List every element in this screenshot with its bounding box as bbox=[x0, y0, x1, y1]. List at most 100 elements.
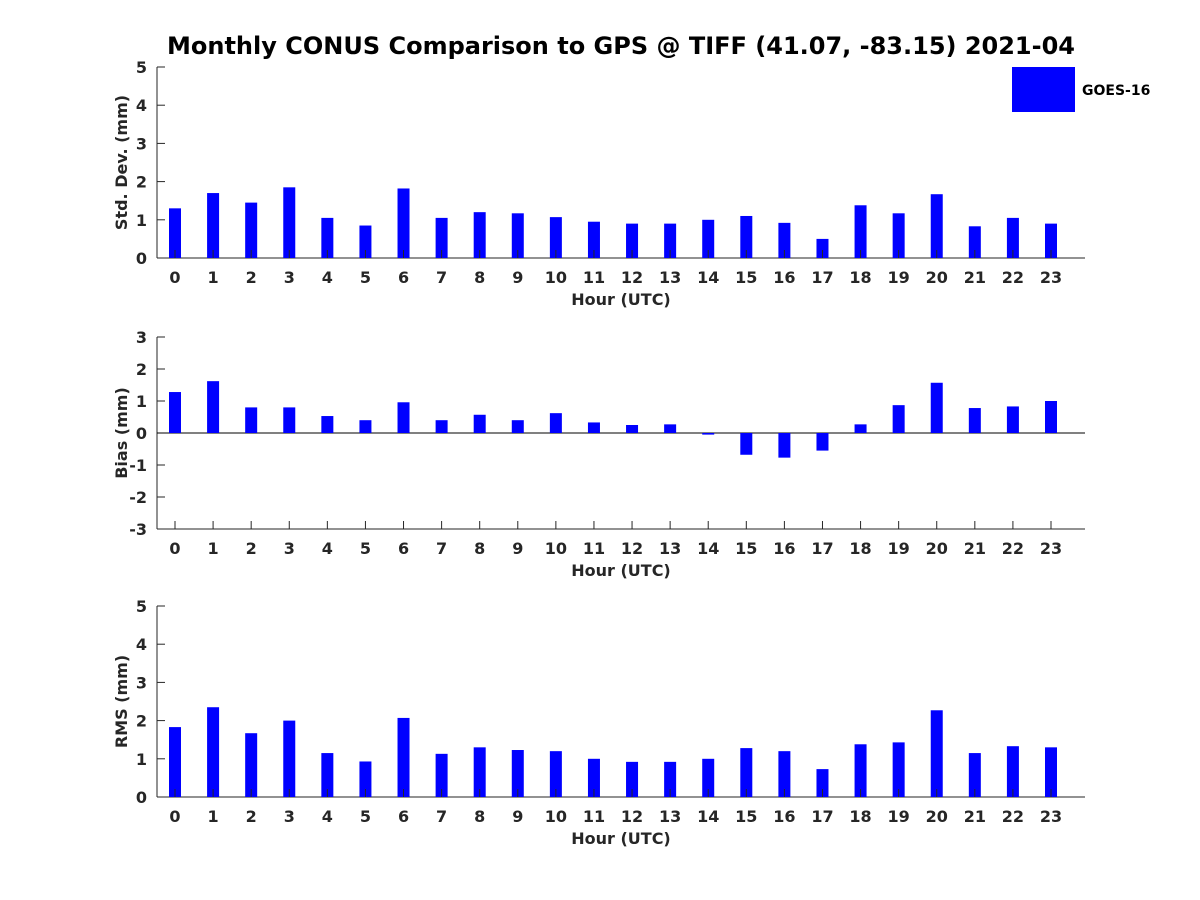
y-tick-label: 3 bbox=[136, 673, 147, 692]
figure-title: Monthly CONUS Comparison to GPS @ TIFF (… bbox=[167, 32, 1075, 60]
bar-hour-10 bbox=[549, 751, 562, 797]
x-tick-label: 8 bbox=[474, 807, 485, 826]
bar-hour-5 bbox=[359, 420, 372, 433]
bar-hour-9 bbox=[511, 750, 524, 797]
y-tick-label: 2 bbox=[136, 173, 147, 192]
bar-hour-1 bbox=[207, 707, 220, 797]
x-tick-label: 10 bbox=[545, 807, 567, 826]
bar-hour-9 bbox=[511, 420, 524, 433]
bar-hour-13 bbox=[664, 424, 677, 433]
x-tick-label: 8 bbox=[474, 268, 485, 287]
x-tick-label: 2 bbox=[246, 268, 257, 287]
bar-hour-5 bbox=[359, 225, 372, 258]
y-axis-label: RMS (mm) bbox=[112, 655, 131, 748]
x-tick-label: 12 bbox=[621, 268, 643, 287]
x-tick-label: 6 bbox=[398, 539, 409, 558]
bar-hour-6 bbox=[397, 188, 410, 258]
y-tick-label: 4 bbox=[136, 96, 147, 115]
y-tick-label: 0 bbox=[136, 249, 147, 268]
bar-hour-18 bbox=[854, 424, 867, 433]
x-tick-label: 11 bbox=[583, 539, 605, 558]
bar-hour-0 bbox=[169, 727, 181, 797]
x-axis-label: Hour (UTC) bbox=[571, 290, 671, 309]
x-tick-label: 15 bbox=[735, 807, 757, 826]
bar-hour-17 bbox=[816, 238, 829, 258]
x-tick-label: 17 bbox=[811, 539, 833, 558]
bar-hour-14 bbox=[702, 758, 715, 797]
x-tick-label: 2 bbox=[246, 539, 257, 558]
bar-hour-3 bbox=[283, 187, 296, 258]
x-tick-label: 4 bbox=[322, 539, 333, 558]
x-tick-label: 3 bbox=[284, 539, 295, 558]
x-tick-label: 3 bbox=[284, 268, 295, 287]
x-tick-label: 2 bbox=[246, 807, 257, 826]
x-tick-label: 21 bbox=[964, 807, 986, 826]
bar-hour-3 bbox=[283, 407, 296, 433]
bar-hour-8 bbox=[473, 747, 486, 797]
y-tick-label: 4 bbox=[136, 635, 147, 654]
bar-hour-15 bbox=[740, 433, 753, 455]
bar-hour-2 bbox=[245, 733, 258, 797]
x-tick-label: 9 bbox=[512, 539, 523, 558]
y-tick-label: 0 bbox=[136, 424, 147, 443]
x-tick-label: 5 bbox=[360, 807, 371, 826]
x-tick-label: 4 bbox=[322, 268, 333, 287]
bar-hour-15 bbox=[740, 748, 753, 797]
x-tick-label: 16 bbox=[773, 539, 795, 558]
x-tick-label: 9 bbox=[512, 807, 523, 826]
x-tick-label: 0 bbox=[169, 807, 180, 826]
x-tick-label: 15 bbox=[735, 268, 757, 287]
x-tick-label: 23 bbox=[1040, 268, 1062, 287]
bar-hour-13 bbox=[664, 223, 677, 258]
x-tick-label: 0 bbox=[169, 539, 180, 558]
bar-hour-15 bbox=[740, 215, 753, 258]
x-tick-label: 15 bbox=[735, 539, 757, 558]
x-tick-label: 10 bbox=[545, 539, 567, 558]
y-tick-label: -2 bbox=[129, 488, 147, 507]
x-tick-label: 5 bbox=[360, 539, 371, 558]
y-tick-label: -3 bbox=[129, 520, 147, 539]
bar-hour-11 bbox=[587, 422, 600, 433]
bar-hour-13 bbox=[664, 761, 677, 797]
y-tick-label: 5 bbox=[136, 597, 147, 616]
bar-hour-1 bbox=[207, 193, 220, 258]
y-tick-label: 1 bbox=[136, 750, 147, 769]
x-tick-label: 22 bbox=[1002, 807, 1024, 826]
bar-hour-2 bbox=[245, 407, 258, 433]
y-tick-label: 1 bbox=[136, 211, 147, 230]
bar-hour-9 bbox=[511, 213, 524, 258]
x-tick-label: 20 bbox=[926, 268, 948, 287]
x-tick-label: 1 bbox=[208, 539, 219, 558]
x-tick-label: 7 bbox=[436, 268, 447, 287]
bar-hour-12 bbox=[626, 761, 639, 797]
bar-hour-12 bbox=[626, 223, 639, 258]
y-tick-label: 0 bbox=[136, 788, 147, 807]
x-tick-label: 5 bbox=[360, 268, 371, 287]
bar-hour-14 bbox=[702, 433, 715, 435]
bar-hour-12 bbox=[626, 425, 639, 433]
x-tick-label: 6 bbox=[398, 268, 409, 287]
x-tick-label: 12 bbox=[621, 539, 643, 558]
x-axis-label: Hour (UTC) bbox=[571, 829, 671, 848]
y-tick-label: 3 bbox=[136, 328, 147, 347]
x-tick-label: 23 bbox=[1040, 807, 1062, 826]
bar-hour-4 bbox=[321, 217, 334, 258]
y-axis-label: Bias (mm) bbox=[112, 387, 131, 479]
x-tick-label: 16 bbox=[773, 268, 795, 287]
bar-hour-6 bbox=[397, 717, 410, 797]
bar-hour-20 bbox=[930, 382, 943, 433]
bar-hour-11 bbox=[587, 758, 600, 797]
x-tick-label: 4 bbox=[322, 807, 333, 826]
x-tick-label: 21 bbox=[964, 268, 986, 287]
bar-hour-2 bbox=[245, 202, 258, 258]
x-tick-label: 14 bbox=[697, 807, 719, 826]
bar-hour-22 bbox=[1006, 746, 1019, 797]
bar-hour-0 bbox=[169, 392, 181, 433]
bar-hour-6 bbox=[397, 402, 410, 433]
bar-hour-16 bbox=[778, 433, 791, 458]
x-tick-label: 21 bbox=[964, 539, 986, 558]
x-tick-label: 16 bbox=[773, 807, 795, 826]
